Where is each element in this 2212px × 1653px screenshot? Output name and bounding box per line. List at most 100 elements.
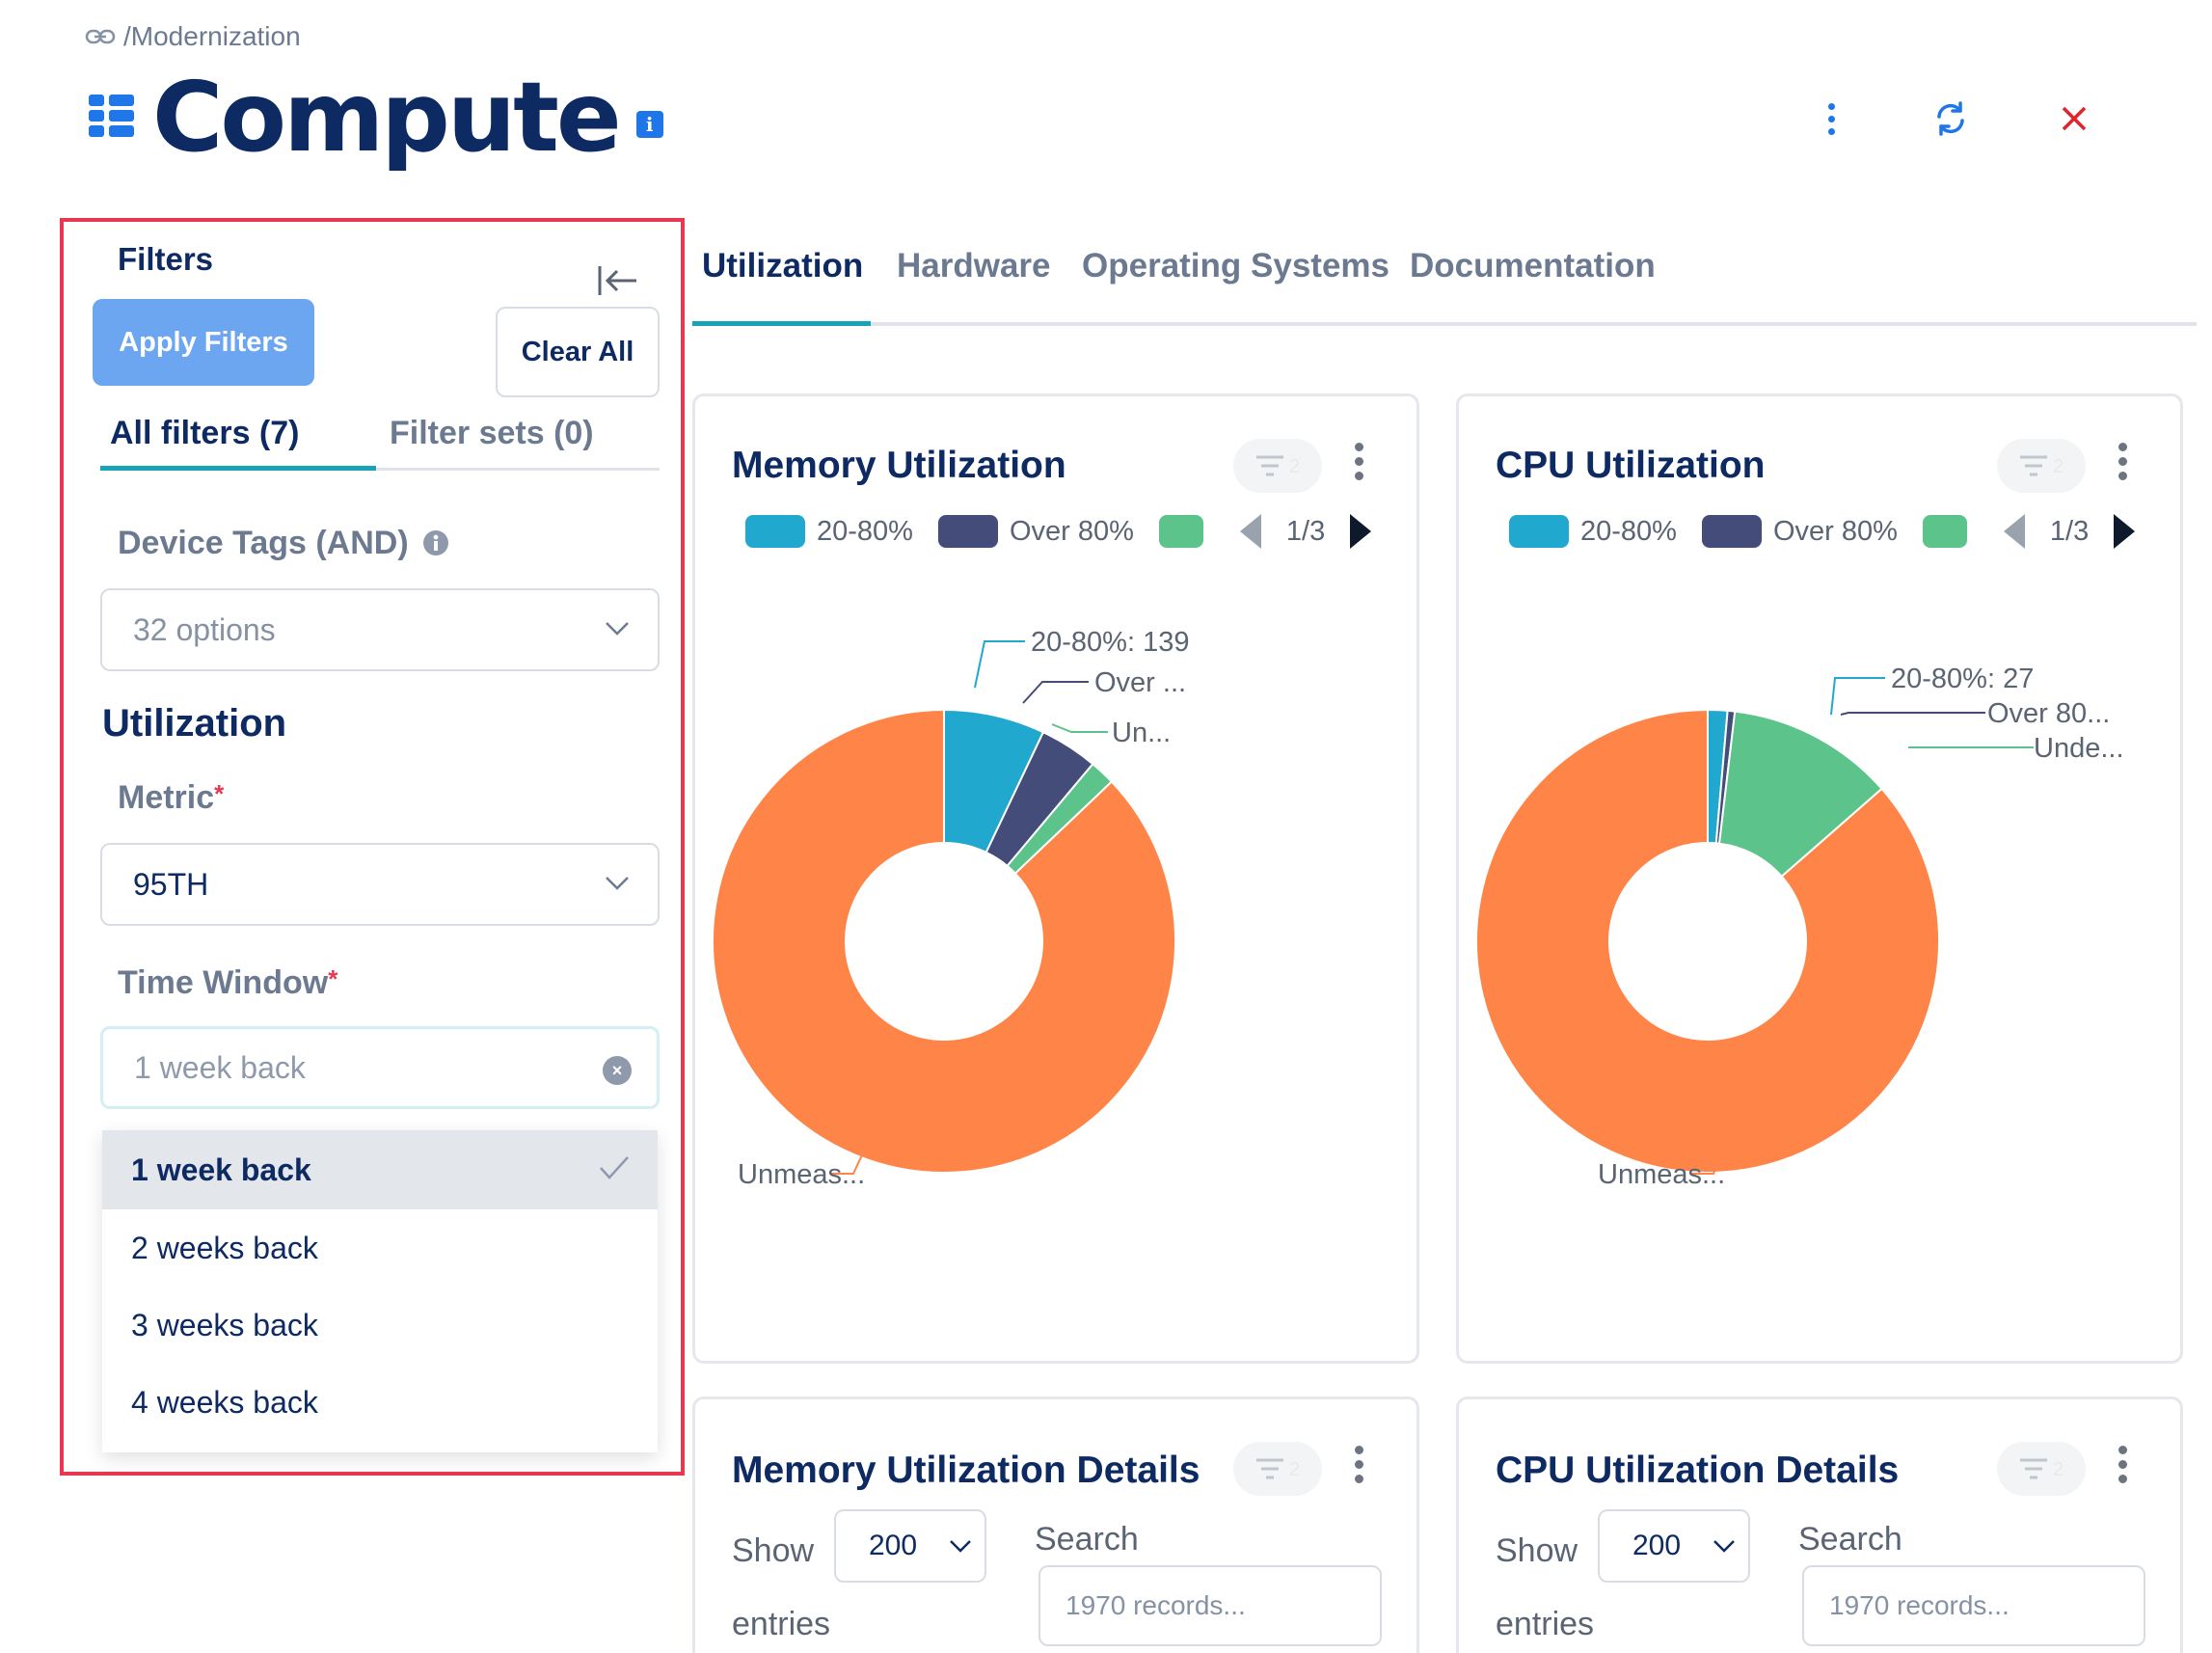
metric-select[interactable]: 95TH [100, 843, 660, 926]
legend-item[interactable]: 20-80% [1509, 515, 1677, 548]
tab-documentation[interactable]: Documentation [1410, 247, 1656, 285]
legend-item[interactable]: 20-80% [745, 515, 913, 548]
title-row: Compute i [89, 69, 663, 166]
chevron-down-icon [1713, 1540, 1735, 1553]
info-icon[interactable]: i [635, 111, 663, 138]
dropdown-option[interactable]: 4 weeks back [131, 1384, 318, 1420]
tab-utilization[interactable]: Utilization [692, 247, 871, 326]
card-title: CPU Utilization Details [1496, 1450, 1900, 1491]
breadcrumb[interactable]: /Modernization [85, 21, 301, 52]
device-tags-select[interactable]: 32 options [100, 588, 660, 671]
breadcrumb-text[interactable]: /Modernization [123, 21, 301, 51]
slice-label: 20-80%: 139 [1031, 627, 1189, 658]
legend-item[interactable] [1158, 515, 1215, 548]
tab-hardware[interactable]: Hardware [897, 247, 1051, 285]
card-menu-icon[interactable] [1355, 443, 1363, 480]
svg-text:2: 2 [2053, 1459, 2064, 1480]
cpu-utilization-card: CPU Utilization 2 20-80% Over 80% 1/3 20… [1456, 393, 2183, 1364]
legend-item[interactable]: Over 80% [1701, 515, 1898, 548]
legend-prev-icon[interactable] [2003, 514, 2025, 549]
donut-slice-unmeasured[interactable] [712, 708, 1176, 1174]
card-filter-button[interactable]: 2 [1997, 439, 2086, 493]
clear-all-button[interactable]: Clear All [496, 307, 660, 397]
close-button[interactable] [2050, 95, 2098, 143]
legend-next-icon[interactable] [2114, 514, 2136, 549]
card-menu-icon[interactable] [2118, 443, 2127, 480]
memory-details-card: Memory Utilization Details 2 Show 200 en… [692, 1396, 1419, 1653]
tab-operating-systems[interactable]: Operating Systems [1082, 247, 1389, 285]
legend-page: 1/3 [1285, 515, 1326, 547]
metric-label: Metric* [118, 779, 225, 816]
donut-slice-unmeasured[interactable] [1475, 708, 1940, 1174]
slice-label: Unmeas... [738, 1159, 865, 1190]
apply-filters-button[interactable]: Apply Filters [93, 299, 314, 386]
filter-icon: 2 [1256, 1458, 1300, 1480]
entries-select[interactable]: 200 [1598, 1509, 1750, 1583]
svg-text:2: 2 [1289, 456, 1300, 477]
filter-icon: 2 [1256, 455, 1300, 477]
checkmark-icon [600, 1156, 629, 1179]
kebab-vertical-icon [1827, 102, 1835, 135]
card-filter-button[interactable]: 2 [1997, 1442, 2086, 1496]
filter-tabs: All filters (7) Filter sets (0) [100, 415, 660, 471]
filter-icon: 2 [2020, 455, 2064, 477]
dropdown-option[interactable]: 3 weeks back [131, 1307, 318, 1342]
legend-swatch [1509, 515, 1569, 548]
link-icon [85, 29, 116, 44]
legend-page: 1/3 [2049, 515, 2090, 547]
chart-legend: 20-80% Over 80% 1/3 [745, 512, 1372, 551]
utilization-section-title: Utilization [102, 702, 287, 745]
card-title: CPU Utilization [1496, 445, 1766, 486]
slice-label: Un... [1112, 718, 1171, 748]
legend-prev-icon[interactable] [1239, 514, 1261, 549]
refresh-button[interactable] [1927, 95, 1975, 143]
refresh-icon [1937, 101, 1964, 136]
dropdown-option[interactable]: 2 weeks back [131, 1230, 318, 1265]
chevron-down-icon [950, 1540, 971, 1553]
legend-swatch [1158, 515, 1203, 548]
tab-all-filters[interactable]: All filters (7) [100, 415, 376, 471]
card-menu-icon[interactable] [1355, 1446, 1363, 1483]
card-menu-icon[interactable] [2118, 1446, 2127, 1483]
search-input[interactable]: 1970 records... [1039, 1565, 1382, 1646]
tab-filter-sets[interactable]: Filter sets (0) [390, 415, 594, 451]
legend-swatch [1701, 515, 1762, 548]
slice-label: Over ... [1094, 667, 1186, 698]
filter-icon: 2 [2020, 1458, 2064, 1480]
slice-label: Unde... [2034, 733, 2124, 764]
legend-item[interactable]: Over 80% [937, 515, 1134, 548]
chevron-down-icon [606, 622, 629, 636]
time-window-select[interactable]: 1 week back × [100, 1026, 660, 1109]
legend-next-icon[interactable] [1350, 514, 1372, 549]
top-actions [1807, 95, 2212, 143]
search-input[interactable]: 1970 records... [1802, 1565, 2145, 1646]
svg-text:2: 2 [2053, 456, 2064, 477]
legend-item[interactable] [1922, 515, 1979, 548]
entries-label: entries [732, 1606, 831, 1642]
card-filter-button[interactable]: 2 [1233, 439, 1322, 493]
clear-selection-icon[interactable]: × [603, 1056, 632, 1085]
page-title: Compute [152, 61, 622, 174]
more-options-button[interactable] [1807, 95, 1855, 143]
info-circle-icon[interactable] [421, 528, 450, 557]
collapse-panel-button[interactable] [592, 257, 642, 307]
time-window-dropdown: 1 week back 2 weeks back 3 weeks back 4 … [102, 1130, 658, 1452]
legend-swatch [937, 515, 998, 548]
show-label: Show [732, 1532, 815, 1569]
dashboard-grid-icon [89, 95, 135, 141]
card-title: Memory Utilization [732, 445, 1066, 486]
main-tabs: Utilization Hardware Operating Systems D… [692, 239, 2197, 326]
collapse-left-icon [598, 266, 636, 295]
show-label: Show [1496, 1532, 1578, 1569]
dropdown-option[interactable]: 1 week back [102, 1130, 658, 1209]
cpu-donut-chart: 20-80%: 27 Over 80... Unde... Unmeas... [1475, 664, 2124, 1190]
cpu-details-card: CPU Utilization Details 2 Show 200 entri… [1456, 1396, 2183, 1653]
filters-heading: Filters [118, 241, 214, 277]
slice-label: Over 80... [1987, 698, 2110, 729]
card-filter-button[interactable]: 2 [1233, 1442, 1322, 1496]
donut-slice-under-20-[interactable] [1717, 710, 1883, 879]
card-title: Memory Utilization Details [732, 1450, 1200, 1491]
close-icon [2062, 106, 2087, 131]
slice-label: Unmeas... [1598, 1159, 1725, 1190]
entries-select[interactable]: 200 [834, 1509, 986, 1583]
